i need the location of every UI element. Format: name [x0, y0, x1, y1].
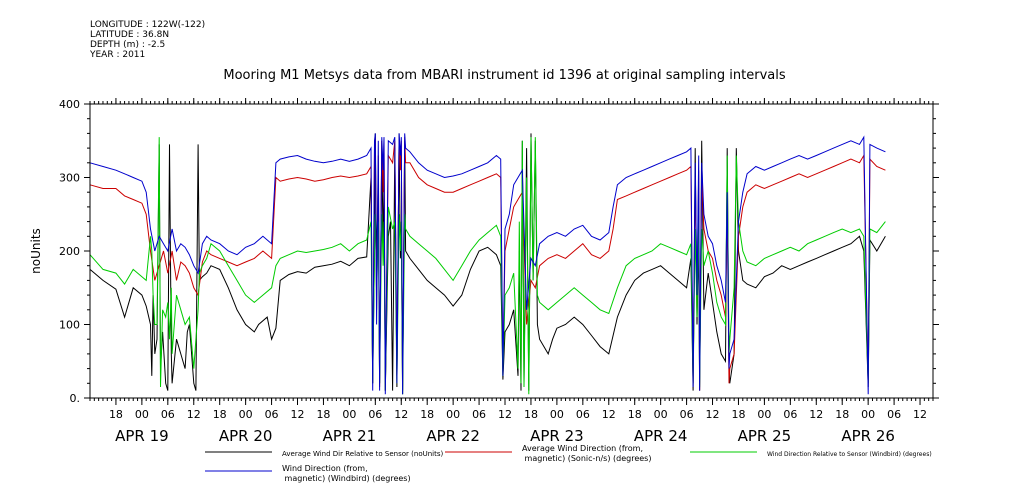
x-tick-label: 00	[135, 408, 149, 421]
legend-label: Average Wind Dir Relative to Sensor (noU…	[282, 450, 443, 458]
series-line-3	[89, 137, 886, 395]
x-tick-label: 12	[809, 408, 823, 421]
x-tick-label: 00	[342, 408, 356, 421]
y-tick-label: 0.	[70, 392, 81, 405]
x-tick-label: 00	[239, 408, 253, 421]
x-day-label: APR 22	[426, 427, 480, 445]
y-tick-label: 400	[59, 98, 80, 111]
x-tick-label: 12	[602, 408, 616, 421]
latitude-label: LATITUDE : 36.8N	[90, 30, 170, 40]
series-line-4	[89, 133, 886, 395]
legend: Average Wind Dir Relative to Sensor (noU…	[205, 444, 932, 483]
x-tick-label: 18	[420, 408, 434, 421]
x-tick-label: 00	[861, 408, 875, 421]
legend-label: Wind Direction Relative to Sensor (Windb…	[767, 451, 932, 458]
x-tick-label: 06	[368, 408, 382, 421]
x-tick-label: 06	[161, 408, 175, 421]
series-layer	[89, 133, 886, 395]
series-line-2	[89, 137, 886, 391]
y-tick-label: 100	[59, 319, 80, 332]
x-tick-label: 00	[550, 408, 564, 421]
x-tick-label: 00	[757, 408, 771, 421]
y-axis-label: noUnits	[29, 228, 43, 274]
x-day-label: APR 19	[115, 427, 169, 445]
depth-label: DEPTH (m) : -2.5	[90, 40, 166, 50]
x-tick-label: 12	[291, 408, 305, 421]
x-day-label: APR 25	[738, 427, 792, 445]
x-tick-label: 18	[213, 408, 227, 421]
x-day-label: APR 26	[841, 427, 895, 445]
x-day-label: APR 21	[323, 427, 377, 445]
legend-label: Average Wind Direction (from, magnetic) …	[522, 444, 651, 463]
x-tick-label: 18	[316, 408, 330, 421]
plot-frame	[89, 103, 934, 399]
x-tick-label: 18	[109, 408, 123, 421]
x-tick-label: 06	[576, 408, 590, 421]
x-day-label: APR 24	[634, 427, 688, 445]
year-label: YEAR : 2011	[90, 50, 146, 60]
x-tick-label: 00	[654, 408, 668, 421]
legend-label: Wind Direction (from, magnetic) (Windbir…	[282, 464, 411, 483]
x-tick-label: 12	[706, 408, 720, 421]
x-tick-label: 12	[498, 408, 512, 421]
y-tick-label: 200	[59, 245, 80, 258]
x-tick-label: 06	[680, 408, 694, 421]
x-tick-label: 18	[731, 408, 745, 421]
x-tick-label: 06	[783, 408, 797, 421]
chart-title: Mooring M1 Metsys data from MBARI instru…	[223, 68, 786, 83]
longitude-label: LONGITUDE : 122W(-122)	[90, 20, 206, 30]
series-line-1	[89, 133, 886, 395]
x-day-label: APR 20	[219, 427, 273, 445]
x-tick-label: 12	[394, 408, 408, 421]
axis-layer: 0. 100 200 300 400 18 00 06 12 18 00 06 12 18 00 06 12 18…	[59, 98, 939, 445]
x-day-label: APR 23	[530, 427, 584, 445]
y-tick-label: 300	[59, 172, 80, 185]
x-tick-label: 18	[524, 408, 538, 421]
x-tick-label: 06	[265, 408, 279, 421]
x-tick-label: 06	[472, 408, 486, 421]
x-tick-label: 18	[835, 408, 849, 421]
x-tick-label: 06	[887, 408, 901, 421]
x-tick-label: 18	[628, 408, 642, 421]
x-tick-label: 12	[187, 408, 201, 421]
x-tick-label: 00	[446, 408, 460, 421]
x-tick-label: 12	[913, 408, 927, 421]
